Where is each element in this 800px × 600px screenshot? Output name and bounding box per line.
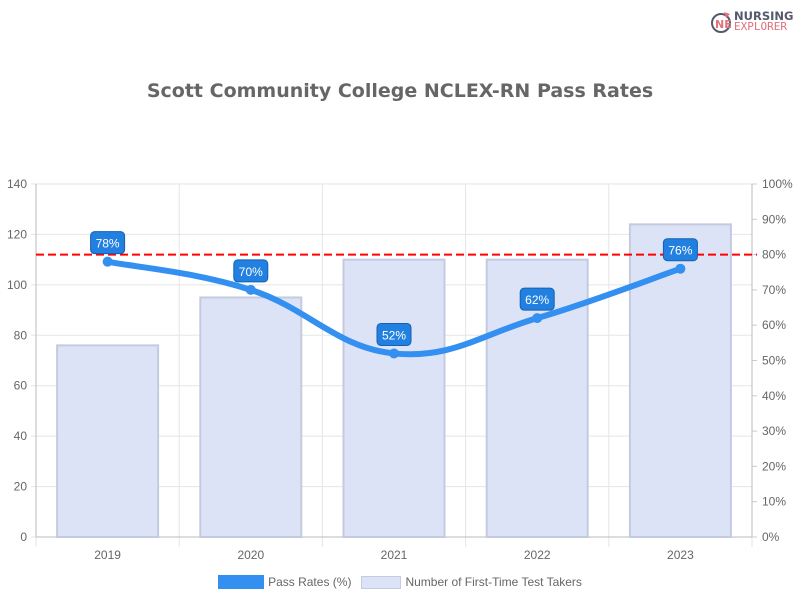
x-tick-label: 2021 (381, 548, 408, 562)
data-label: 52% (382, 328, 406, 342)
legend-label: Number of First-Time Test Takers (405, 575, 582, 589)
bar-2023 (628, 223, 732, 538)
right-tick-label: 10% (762, 495, 786, 509)
legend-swatch (361, 575, 402, 589)
left-tick-label: 120 (7, 227, 27, 241)
x-tick-label: 2019 (94, 548, 121, 562)
legend-label: Pass Rates (%) (268, 575, 352, 589)
data-label-box (376, 322, 412, 346)
data-label-box (233, 259, 269, 283)
right-tick-label: 100% (762, 177, 793, 191)
right-tick-label: 70% (762, 283, 786, 297)
pass-rate-point-2021 (389, 348, 399, 359)
logo-icon: NE (711, 12, 732, 33)
left-tick-label: 80 (14, 328, 28, 342)
x-tick-label: 2022 (524, 548, 551, 562)
right-tick-label: 50% (762, 354, 786, 368)
data-label-box (662, 238, 698, 262)
data-label: 70% (239, 265, 263, 279)
right-tick-label: 90% (762, 212, 786, 226)
pass-rate-point-2022 (532, 313, 543, 324)
left-tick-label: 140 (7, 177, 27, 191)
pass-rate-point-2023 (675, 263, 686, 274)
legend-item-pass-rates[interactable]: Pass Rates (%) (218, 575, 351, 589)
left-tick-label: 60 (14, 379, 28, 393)
pass-rate-point-2019 (102, 256, 113, 267)
right-tick-label: 80% (762, 248, 786, 262)
logo-line1: NURSING (734, 9, 794, 23)
data-label-box (90, 231, 126, 255)
data-label: 78% (96, 237, 120, 251)
legend-item-test-takers[interactable]: Number of First-Time Test Takers (361, 575, 582, 589)
pass-rate-point-2020 (245, 284, 256, 295)
logo-line2: EXPLORER (734, 20, 787, 33)
chart-title: Scott Community College NCLEX-RN Pass Ra… (146, 80, 654, 102)
left-tick-label: 20 (14, 480, 28, 494)
bar-2021 (342, 258, 446, 538)
nursing-explorer-logo: NE NURSING EXPLORER (710, 9, 795, 35)
left-tick-label: 40 (14, 429, 28, 443)
x-tick-label: 2020 (237, 548, 264, 562)
right-tick-label: 40% (762, 389, 786, 403)
bar-2019 (56, 344, 160, 538)
right-tick-label: 0% (762, 530, 780, 544)
right-tick-label: 30% (762, 424, 786, 438)
data-label-box (519, 287, 555, 311)
x-tick-label: 2023 (667, 548, 694, 562)
legend: Pass Rates (%) Number of First-Time Test… (0, 575, 800, 589)
svg-text:NE: NE (715, 18, 732, 31)
right-tick-label: 60% (762, 318, 786, 332)
data-label: 62% (525, 293, 549, 307)
right-tick-label: 20% (762, 459, 786, 473)
left-tick-label: 100 (7, 278, 27, 292)
bar-2020 (199, 296, 303, 539)
legend-swatch (218, 575, 265, 589)
data-label: 76% (668, 244, 692, 258)
left-tick-label: 0 (20, 530, 27, 544)
